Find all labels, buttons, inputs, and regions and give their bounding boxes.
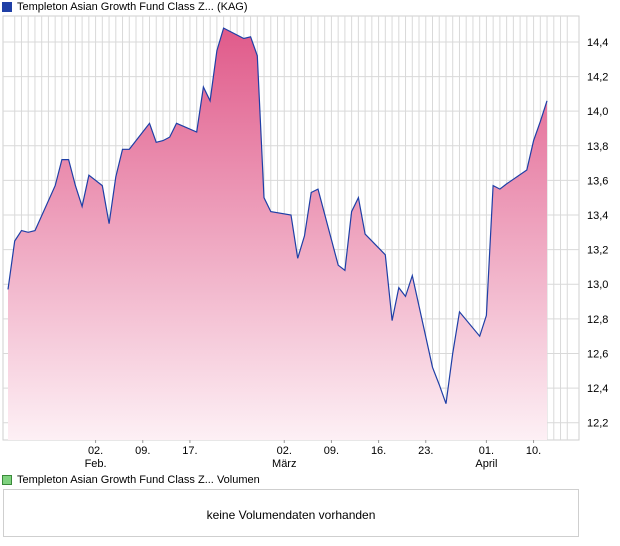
x-tick-label: 23. xyxy=(418,445,433,457)
x-tick-label: 09. xyxy=(324,445,339,457)
volume-legend: Templeton Asian Growth Fund Class Z... V… xyxy=(2,473,260,487)
y-tick-label: 13,8 xyxy=(587,141,608,153)
y-tick-label: 12,8 xyxy=(587,314,608,326)
x-tick-label: 02. xyxy=(277,445,292,457)
x-tick-month-label: Feb. xyxy=(85,458,107,470)
y-tick-label: 13,4 xyxy=(587,210,608,222)
y-tick-label: 13,2 xyxy=(587,245,608,257)
x-tick-month-label: April xyxy=(475,458,497,470)
x-tick-label: 10. xyxy=(526,445,541,457)
price-legend-swatch xyxy=(2,2,12,12)
x-tick-label: 01. xyxy=(479,445,494,457)
y-tick-label: 14,0 xyxy=(587,106,608,118)
y-tick-label: 12,2 xyxy=(587,418,608,430)
y-tick-label: 12,4 xyxy=(587,383,608,395)
y-tick-label: 13,6 xyxy=(587,175,608,187)
y-tick-label: 14,4 xyxy=(587,37,608,49)
volume-legend-label: Templeton Asian Growth Fund Class Z... xyxy=(17,474,214,486)
price-legend-unit: (KAG) xyxy=(216,1,248,13)
price-legend: Templeton Asian Growth Fund Class Z... (… xyxy=(2,0,248,14)
volume-panel: keine Volumendaten vorhanden xyxy=(3,489,579,537)
x-tick-label: 17. xyxy=(182,445,197,457)
y-tick-label: 13,0 xyxy=(587,279,608,291)
volume-empty-message: keine Volumendaten vorhanden xyxy=(206,508,376,522)
price-legend-label: Templeton Asian Growth Fund Class Z... xyxy=(17,1,214,13)
x-tick-label: 09. xyxy=(135,445,150,457)
price-area xyxy=(8,28,547,440)
price-chart: 12,2 12,4 12,6 12,8 13,0 13,2 13,4 13,6 13,8 14,0… xyxy=(2,15,608,470)
volume-legend-unit: Volumen xyxy=(216,474,260,486)
x-tick-label: 02. xyxy=(88,445,103,457)
y-tick-label: 14,2 xyxy=(587,72,608,84)
volume-legend-swatch xyxy=(2,475,12,485)
x-tick-label: 16. xyxy=(371,445,386,457)
price-line xyxy=(7,27,548,404)
y-tick-label: 12,6 xyxy=(587,348,608,360)
x-tick-month-label: März xyxy=(272,458,296,470)
